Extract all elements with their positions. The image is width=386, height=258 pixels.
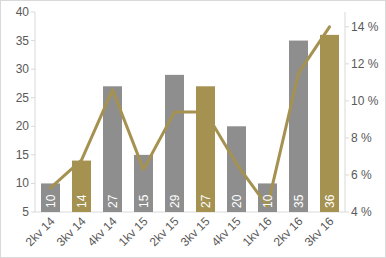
y2-tick: [345, 63, 349, 64]
y2-tick: [345, 212, 349, 213]
x-tick-label: 4kv 15: [209, 214, 244, 249]
x-tick-label: 2kv 16: [271, 214, 306, 249]
data-label: 27: [199, 194, 213, 208]
y-tick: [31, 183, 35, 184]
y-tick: [31, 40, 35, 41]
y-tick-label: 25: [16, 91, 30, 105]
bar: [134, 155, 153, 212]
x-tick-label: 2kv 14: [23, 214, 58, 249]
y-tick-label: 10: [16, 176, 30, 190]
y-tick-label: 40: [16, 5, 30, 19]
plot-area: [41, 27, 339, 212]
y2-tick-label: 8 %: [351, 131, 372, 145]
x-tick-label: 2kv 15: [147, 214, 182, 249]
x-tick-label: 3kv 16: [302, 214, 337, 249]
bar: [227, 126, 246, 212]
y-tick: [31, 212, 35, 213]
y2-tick-label: 10 %: [351, 94, 379, 108]
data-label: 29: [168, 194, 182, 208]
data-label: 20: [230, 194, 244, 208]
y-tick: [31, 154, 35, 155]
bar: [258, 183, 277, 212]
x-tick-label: 3kv 15: [178, 214, 213, 249]
x-tick-label: 4kv 14: [85, 214, 120, 249]
chart-frame: [1, 1, 386, 258]
y-tick-label: 15: [16, 148, 30, 162]
data-label: 10: [261, 194, 275, 208]
y2-tick-label: 4 %: [351, 205, 372, 219]
y2-tick-label: 12 %: [351, 57, 379, 71]
y-tick: [31, 12, 35, 13]
x-tick-label: 1kv 15: [116, 214, 151, 249]
data-label: 14: [75, 194, 89, 208]
data-label: 15: [137, 194, 151, 208]
data-label: 36: [323, 194, 337, 208]
bar: [320, 35, 339, 212]
y-tick: [31, 126, 35, 127]
y-tick-label: 20: [16, 119, 30, 133]
data-labels: 10 14 27 15 29 27 20 10 35 36: [44, 194, 337, 208]
y-tick: [31, 97, 35, 98]
y2-tick: [345, 26, 349, 27]
chart: 5 10 15 20 25 30 35 40 4 % 6 % 8 % 10 % 12 % 14 % 10 14…: [0, 0, 386, 258]
data-label: 10: [44, 194, 58, 208]
data-label: 27: [106, 194, 120, 208]
data-label: 35: [292, 194, 306, 208]
y-tick-label: 35: [16, 34, 30, 48]
y2-tick-label: 14 %: [351, 20, 379, 34]
y-tick-label: 5: [22, 205, 29, 219]
y-axis-line: [35, 12, 36, 212]
bar: [196, 86, 215, 212]
y2-tick: [345, 137, 349, 138]
x-tick-label: 3kv 14: [54, 214, 89, 249]
bar: [289, 41, 308, 212]
bar: [72, 161, 91, 212]
x-tick-label: 1kv 16: [240, 214, 275, 249]
line: [51, 27, 330, 207]
y2-tick: [345, 174, 349, 175]
y2-tick: [345, 100, 349, 101]
bar: [165, 75, 184, 212]
y-tick: [31, 69, 35, 70]
y2-tick-label: 6 %: [351, 168, 372, 182]
y2-axis-line: [345, 12, 346, 212]
y-tick-label: 30: [16, 62, 30, 76]
